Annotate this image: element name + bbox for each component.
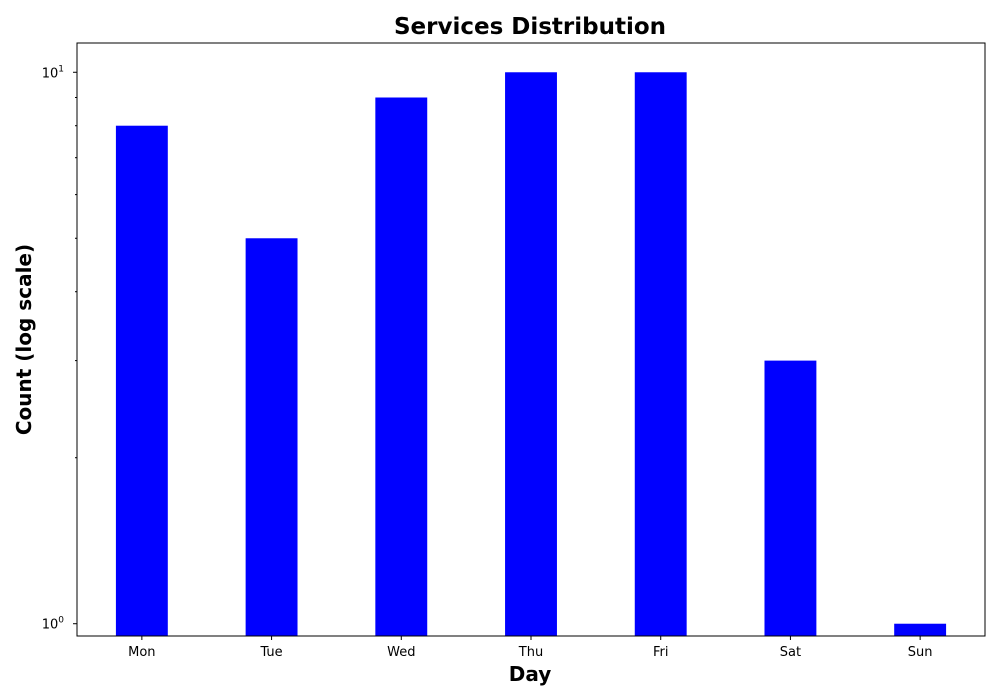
bar-thu	[505, 72, 557, 636]
x-tick-label: Tue	[259, 645, 282, 660]
x-tick-label: Sun	[908, 645, 933, 660]
x-tick-label: Mon	[128, 645, 155, 660]
bar-tue	[245, 238, 298, 636]
x-tick-label: Sat	[780, 645, 801, 660]
bar-sun	[894, 623, 947, 636]
x-tick-label: Thu	[518, 645, 543, 660]
bar-sat	[764, 360, 817, 636]
y-ticks-group: 100 101	[42, 64, 77, 633]
y-tick-label: 101	[42, 64, 64, 81]
x-tick-label: Wed	[387, 645, 415, 660]
y-axis-label: Count (log scale)	[12, 244, 36, 435]
bars-group	[115, 72, 947, 637]
chart-title: Services Distribution	[394, 14, 666, 40]
x-tick-label: Fri	[653, 645, 669, 660]
y-tick-label: 100	[42, 616, 65, 633]
x-ticks-group: Mon Tue Wed Thu Fri Sat Sun	[128, 636, 933, 660]
plot-frame	[76, 42, 986, 637]
bar-mon	[115, 125, 168, 637]
bar-wed	[375, 97, 428, 636]
x-axis-label: Day	[509, 662, 552, 686]
bar-fri	[634, 72, 687, 636]
